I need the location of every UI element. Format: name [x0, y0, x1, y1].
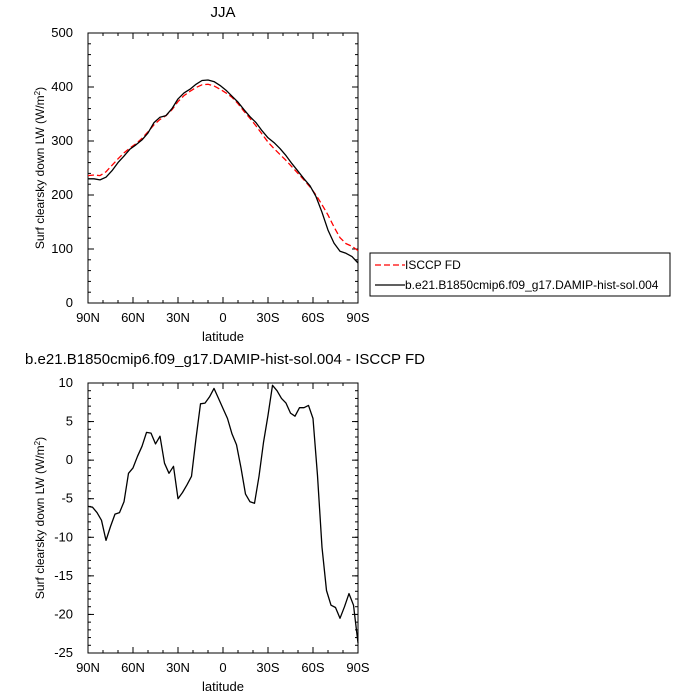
legend: ISCCP FD b.e21.B1850cmip6.f09_g17.DAMIP-h… — [369, 252, 671, 297]
y-tick-label: 0 — [66, 452, 73, 467]
plot-frame — [87, 32, 359, 304]
y-axis-label: Surf clearsky down LW (W/m2) — [33, 437, 48, 599]
chart-panel-1: JJA 90N 60N 30N 0 30S 60S 90S 0 100 200 300 400 500 la… — [33, 4, 671, 344]
x-axis-label: latitude — [202, 679, 244, 694]
x-tick-label: 60N — [121, 660, 145, 675]
x-tick-label: 60S — [301, 660, 324, 675]
legend-box — [369, 252, 671, 297]
chart-title: JJA — [210, 4, 235, 21]
legend-label: b.e21.B1850cmip6.f09_g17.DAMIP-hist-sol.… — [405, 278, 659, 292]
x-tick-label: 60S — [301, 310, 324, 325]
y-tick-label: -10 — [54, 529, 73, 544]
y-tick-label: -25 — [54, 645, 73, 660]
x-tick-label: 90S — [346, 660, 369, 675]
series-line-1 — [87, 83, 359, 252]
x-tick-label: 60N — [121, 310, 145, 325]
y-tick-label: 300 — [51, 133, 73, 148]
y-axis-label: Surf clearsky down LW (W/m2) — [33, 87, 48, 249]
chart-panel-2: b.e21.B1850cmip6.f09_g17.DAMIP-hist-sol.… — [25, 351, 425, 694]
x-tick-label: 30N — [166, 310, 190, 325]
y-tick-label: 200 — [51, 187, 73, 202]
x-axis-label: latitude — [202, 329, 244, 344]
chart-title: b.e21.B1850cmip6.f09_g17.DAMIP-hist-sol.… — [25, 351, 425, 368]
y-tick-label: -15 — [54, 568, 73, 583]
x-tick-label: 90S — [346, 310, 369, 325]
y-tick-label: -5 — [61, 491, 73, 506]
y-tick-label: 400 — [51, 79, 73, 94]
series-line-1 — [87, 384, 359, 644]
x-tick-label: 90N — [76, 660, 100, 675]
plot-frame — [87, 382, 359, 654]
x-tick-label: 30S — [256, 660, 279, 675]
x-tick-label: 90N — [76, 310, 100, 325]
y-tick-label: -20 — [54, 606, 73, 621]
y-tick-label: 0 — [66, 295, 73, 310]
x-tick-label: 30S — [256, 310, 279, 325]
y-tick-label: 100 — [51, 241, 73, 256]
x-tick-label: 0 — [219, 310, 226, 325]
y-tick-label: 500 — [51, 25, 73, 40]
legend-label: ISCCP FD — [405, 258, 461, 272]
y-tick-label: 5 — [66, 414, 73, 429]
series-line-2 — [88, 79, 359, 264]
x-tick-label: 30N — [166, 660, 190, 675]
x-tick-label: 0 — [219, 660, 226, 675]
y-tick-label: 10 — [59, 375, 73, 390]
